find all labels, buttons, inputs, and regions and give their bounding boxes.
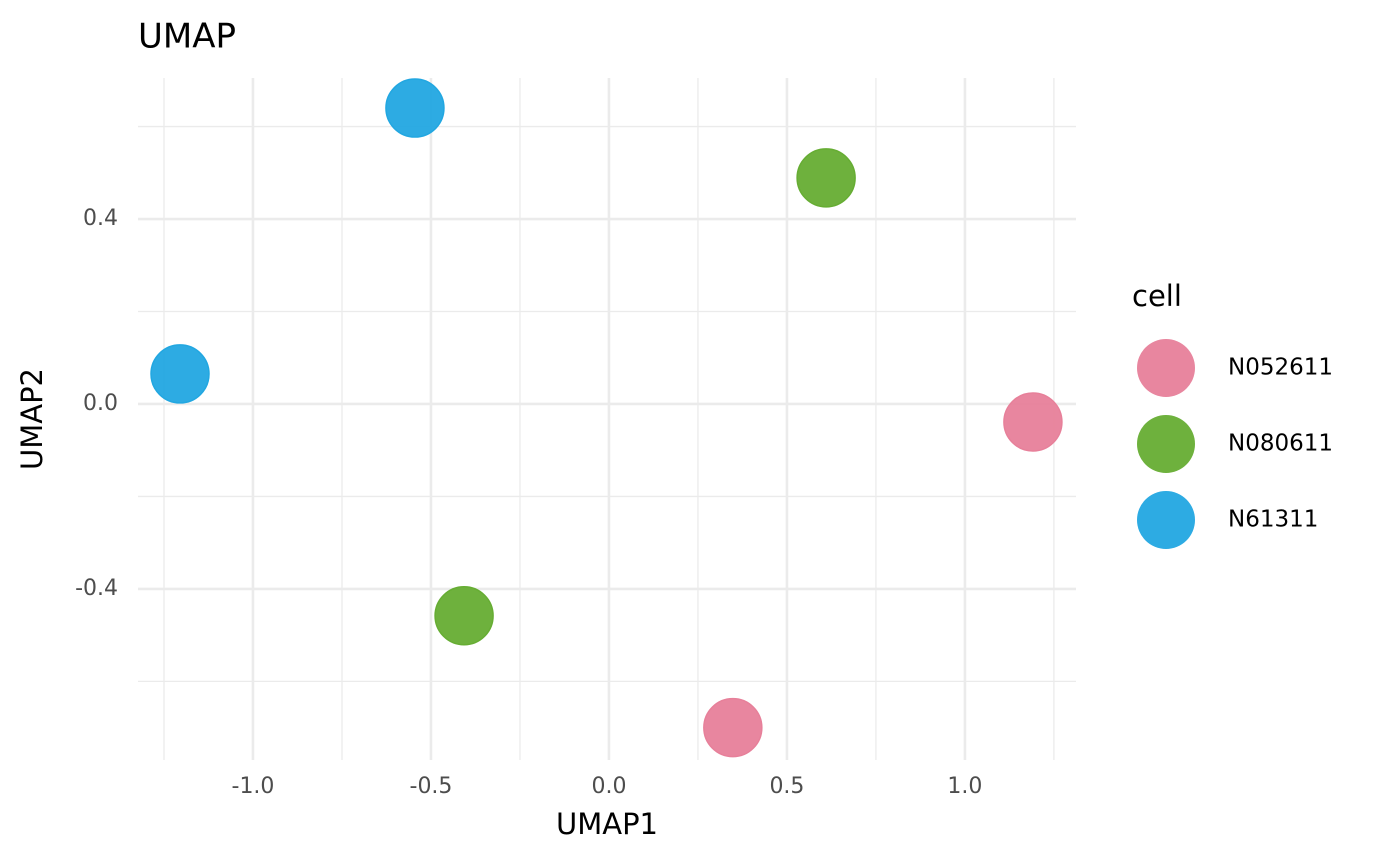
x-tick-label: -0.5 — [410, 774, 453, 799]
y-tick-label: 0.4 — [83, 206, 118, 231]
point — [796, 148, 856, 208]
y-axis-label: UMAP2 — [15, 368, 49, 470]
legend-title: cell — [1132, 279, 1182, 313]
x-tick-label: -1.0 — [232, 774, 275, 799]
legend-key — [1137, 415, 1195, 473]
y-tick-label: 0.0 — [83, 391, 118, 416]
chart-title: UMAP — [138, 17, 236, 57]
point — [434, 585, 494, 646]
x-tick-label: 1.0 — [947, 774, 982, 799]
x-tick-label: 0.0 — [591, 774, 626, 799]
legend-key — [1137, 339, 1195, 397]
y-tick-label: -0.4 — [75, 576, 118, 601]
x-axis-label: UMAP1 — [556, 807, 658, 841]
point — [150, 344, 210, 404]
legend-key — [1137, 491, 1195, 549]
point — [703, 697, 763, 758]
legend-label: N080611 — [1228, 431, 1333, 457]
legend-label: N61311 — [1228, 507, 1318, 533]
point — [1003, 392, 1063, 452]
point — [385, 78, 445, 138]
x-tick-label: 0.5 — [769, 774, 804, 799]
legend-label: N052611 — [1228, 355, 1333, 381]
